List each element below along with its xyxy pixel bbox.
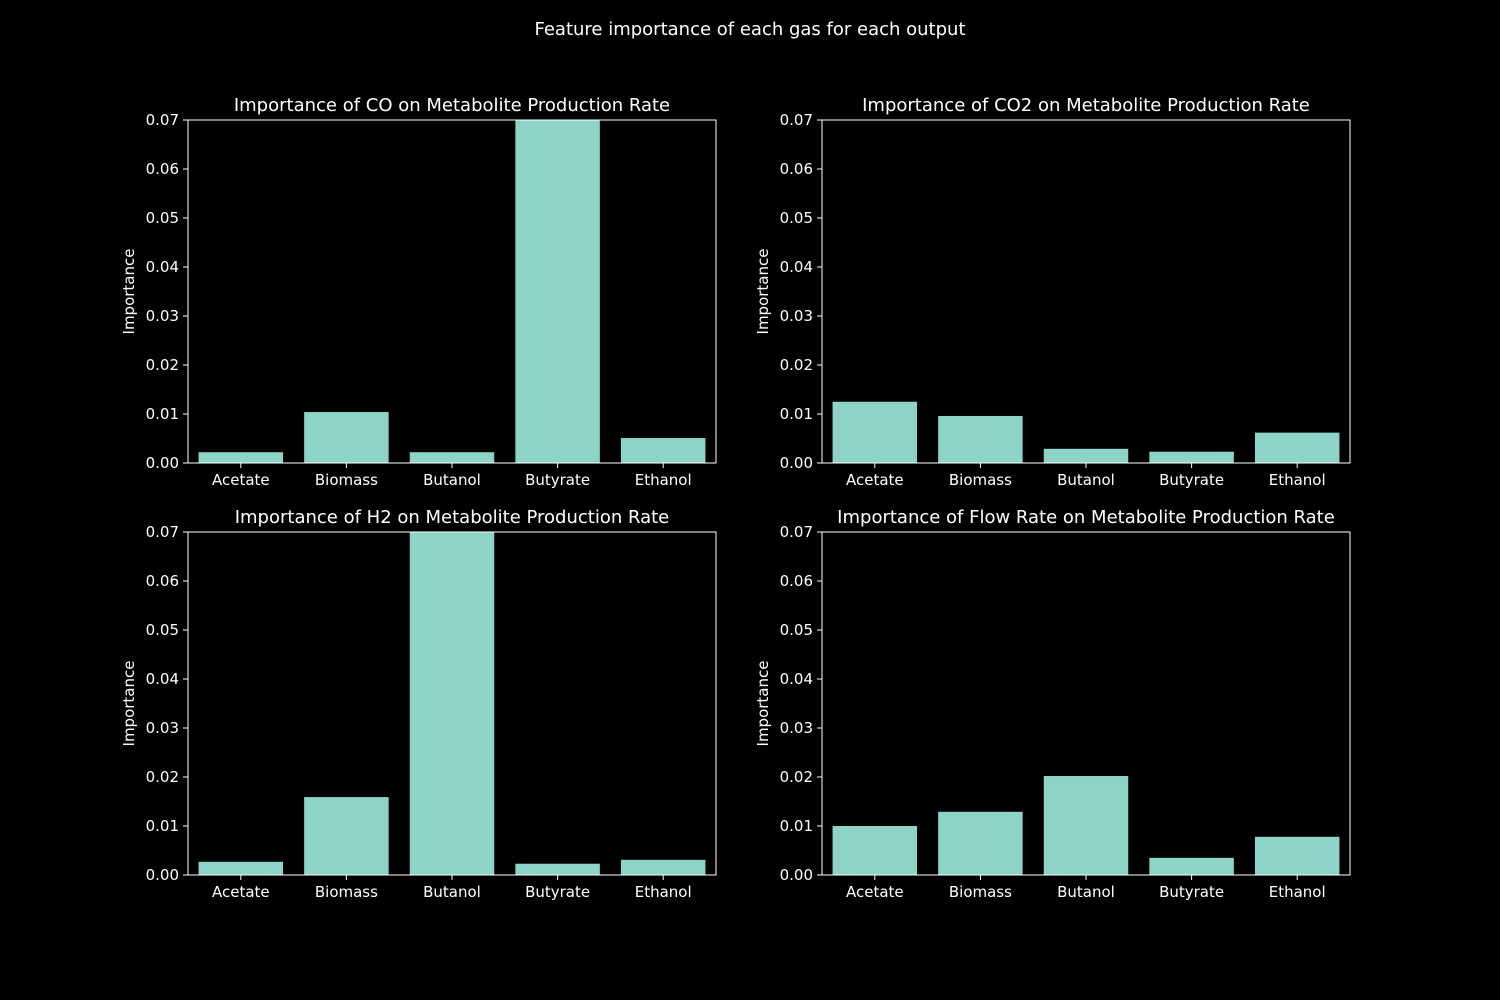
- subplot-title: Importance of CO on Metabolite Productio…: [234, 95, 670, 116]
- bar-group: [832, 776, 1340, 875]
- y-tick-label: 0.06: [146, 572, 179, 590]
- y-tick-label: 0.05: [780, 209, 813, 227]
- bar-acetate: [832, 401, 918, 463]
- x-tick-label-butanol: Butanol: [1057, 471, 1115, 489]
- x-tick-label-butyrate: Butyrate: [525, 883, 590, 901]
- x-tick-label-biomass: Biomass: [949, 883, 1012, 901]
- x-tick-label-biomass: Biomass: [949, 471, 1012, 489]
- bar-biomass: [304, 797, 389, 875]
- y-tick-label: 0.05: [146, 209, 179, 227]
- subplot-1: 0.00 0.01 0.02 0.03 0.04 0.05 0.06 0.07 Acetate B…: [120, 95, 717, 489]
- x-tick-label-ethanol: Ethanol: [1269, 883, 1326, 901]
- subplot-title: Importance of CO2 on Metabolite Producti…: [862, 95, 1310, 116]
- bar-butyrate: [1149, 451, 1234, 463]
- y-tick-label: 0.01: [146, 817, 179, 835]
- bar-acetate: [198, 861, 284, 875]
- y-tick-label: 0.03: [146, 719, 179, 737]
- x-tick-label-biomass: Biomass: [315, 883, 378, 901]
- y-tick-label: 0.06: [780, 572, 813, 590]
- bar-acetate: [832, 826, 918, 875]
- y-tick-label: 0.02: [780, 356, 813, 374]
- y-tick-label: 0.00: [780, 866, 813, 884]
- bar-butyrate: [515, 120, 600, 463]
- x-tick-label-acetate: Acetate: [212, 471, 270, 489]
- x-tick-label-acetate: Acetate: [846, 471, 904, 489]
- y-axis-label: Importance: [754, 249, 772, 335]
- x-tick-label-ethanol: Ethanol: [1269, 471, 1326, 489]
- y-axis-label: Importance: [120, 249, 138, 335]
- x-tick-label-ethanol: Ethanol: [635, 883, 692, 901]
- figure-suptitle: Feature importance of each gas for each …: [534, 19, 965, 40]
- y-tick-label: 0.03: [146, 307, 179, 325]
- y-tick-label: 0.07: [780, 523, 813, 541]
- bar-butanol: [1043, 776, 1129, 875]
- bar-group: [832, 401, 1340, 463]
- bar-ethanol: [1254, 432, 1340, 463]
- y-axis-label: Importance: [754, 661, 772, 747]
- y-tick-label: 0.06: [780, 160, 813, 178]
- y-axis-label: Importance: [120, 661, 138, 747]
- bar-biomass: [938, 811, 1023, 875]
- bar-ethanol: [620, 859, 706, 875]
- y-tick-label: 0.04: [780, 258, 813, 276]
- bar-group: [198, 120, 706, 463]
- y-tick-label: 0.04: [780, 670, 813, 688]
- subplot-title: Importance of H2 on Metabolite Productio…: [235, 507, 670, 528]
- y-tick-label: 0.05: [780, 621, 813, 639]
- y-tick-label: 0.03: [780, 719, 813, 737]
- bar-butyrate: [1149, 857, 1234, 875]
- y-tick-label: 0.04: [146, 258, 179, 276]
- bar-biomass: [304, 412, 389, 463]
- subplot-title: Importance of Flow Rate on Metabolite Pr…: [837, 507, 1335, 528]
- bar-group: [198, 532, 706, 875]
- bar-butanol: [409, 452, 495, 463]
- y-tick-label: 0.03: [780, 307, 813, 325]
- x-tick-label-butanol: Butanol: [423, 883, 481, 901]
- y-tick-label: 0.01: [146, 405, 179, 423]
- bar-butanol: [1043, 448, 1129, 463]
- y-tick-label: 0.07: [146, 523, 179, 541]
- x-tick-label-butyrate: Butyrate: [525, 471, 590, 489]
- x-tick-label-butyrate: Butyrate: [1159, 883, 1224, 901]
- bar-butanol: [409, 532, 495, 875]
- y-tick-label: 0.07: [146, 111, 179, 129]
- x-tick-label-butyrate: Butyrate: [1159, 471, 1224, 489]
- y-tick-label: 0.07: [780, 111, 813, 129]
- y-tick-label: 0.05: [146, 621, 179, 639]
- bar-biomass: [938, 415, 1023, 463]
- bar-acetate: [198, 452, 284, 463]
- y-tick-label: 0.06: [146, 160, 179, 178]
- x-tick-label-biomass: Biomass: [315, 471, 378, 489]
- y-tick-label: 0.01: [780, 405, 813, 423]
- x-tick-label-ethanol: Ethanol: [635, 471, 692, 489]
- y-tick-label: 0.01: [780, 817, 813, 835]
- bar-ethanol: [1254, 836, 1340, 875]
- y-tick-label: 0.00: [780, 454, 813, 472]
- subplot-4: 0.00 0.01 0.02 0.03 0.04 0.05 0.06 0.07 Acetate B…: [754, 507, 1351, 901]
- x-tick-label-acetate: Acetate: [212, 883, 270, 901]
- y-tick-label: 0.02: [780, 768, 813, 786]
- bar-butyrate: [515, 863, 600, 875]
- subplot-grid: 0.00 0.01 0.02 0.03 0.04 0.05 0.06 0.07 Acetate B…: [120, 95, 1351, 901]
- y-tick-label: 0.02: [146, 356, 179, 374]
- y-tick-label: 0.04: [146, 670, 179, 688]
- x-tick-label-butanol: Butanol: [423, 471, 481, 489]
- y-tick-label: 0.00: [146, 866, 179, 884]
- subplot-2: 0.00 0.01 0.02 0.03 0.04 0.05 0.06 0.07 Acetate B…: [754, 95, 1351, 489]
- x-tick-label-acetate: Acetate: [846, 883, 904, 901]
- y-tick-label: 0.02: [146, 768, 179, 786]
- y-tick-label: 0.00: [146, 454, 179, 472]
- subplot-3: 0.00 0.01 0.02 0.03 0.04 0.05 0.06 0.07 Acetate B…: [120, 507, 717, 901]
- x-tick-label-butanol: Butanol: [1057, 883, 1115, 901]
- bar-ethanol: [620, 438, 706, 463]
